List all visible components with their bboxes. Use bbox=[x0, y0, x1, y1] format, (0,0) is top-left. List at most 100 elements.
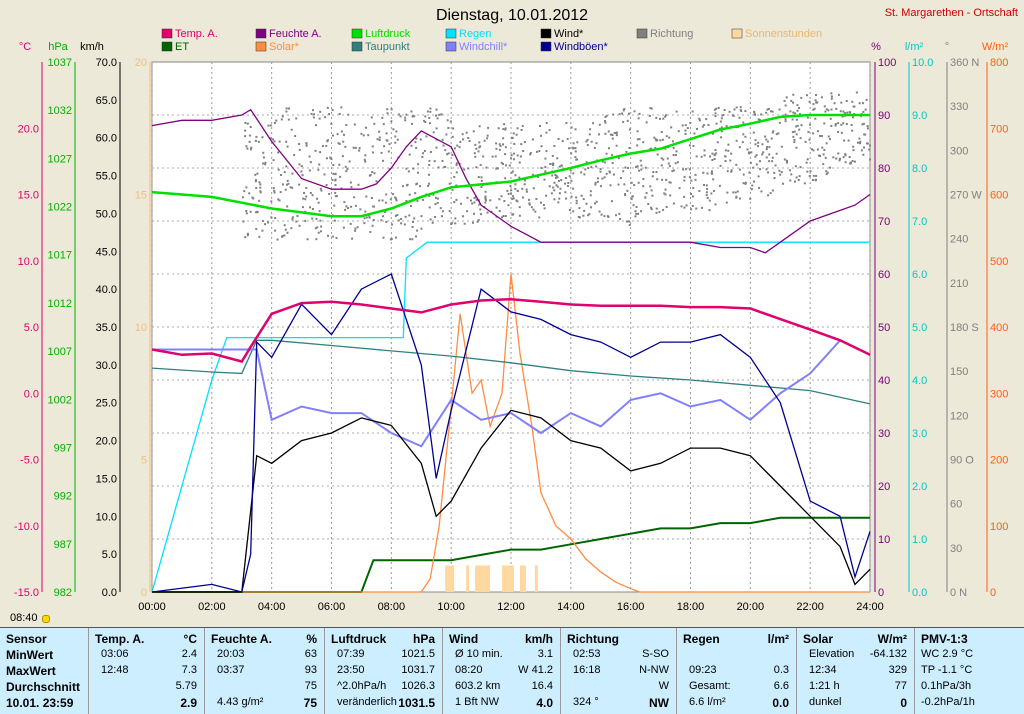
time-tick-label: 16:00 bbox=[617, 601, 645, 613]
wind-direction-point bbox=[259, 191, 262, 194]
right-axis-tick: 70 bbox=[878, 216, 890, 228]
wind-direction-point bbox=[596, 180, 599, 183]
wind-direction-point bbox=[386, 108, 389, 111]
sunshine-bar bbox=[445, 565, 455, 592]
wind-direction-point bbox=[695, 207, 698, 210]
wind-direction-point bbox=[572, 142, 575, 145]
wind-direction-point bbox=[413, 217, 416, 220]
wind-direction-point bbox=[454, 217, 457, 220]
wind-direction-point bbox=[601, 160, 604, 163]
wind-direction-point bbox=[244, 236, 247, 239]
wind-direction-point bbox=[823, 148, 826, 151]
wind-direction-point bbox=[416, 171, 419, 174]
wind-direction-point bbox=[667, 162, 670, 165]
series-luftdruck bbox=[151, 113, 870, 218]
wind-direction-point bbox=[637, 117, 640, 120]
solar-value-0: -64.132 bbox=[869, 648, 907, 660]
wind-direction-point bbox=[625, 150, 628, 153]
wind-direction-point bbox=[758, 160, 761, 163]
wind-direction-point bbox=[623, 107, 626, 110]
legend-label: Wind* bbox=[554, 28, 584, 40]
wind-direction-point bbox=[414, 141, 417, 144]
wind-direction-point bbox=[604, 116, 607, 119]
wind-direction-point bbox=[550, 192, 553, 195]
wind-direction-point bbox=[394, 141, 397, 144]
wind-direction-point bbox=[478, 203, 481, 206]
wind-direction-point bbox=[397, 219, 400, 222]
wind-direction-point bbox=[795, 125, 798, 128]
wind-direction-point bbox=[752, 180, 755, 183]
wind-direction-point bbox=[522, 149, 525, 152]
wind-direction-point bbox=[608, 147, 611, 150]
wind-direction-point bbox=[428, 173, 431, 176]
wind-direction-point bbox=[624, 194, 627, 197]
pressure-value-0: 1021.5 bbox=[401, 648, 435, 660]
wind-direction-point bbox=[516, 200, 519, 203]
wind-direction-point bbox=[758, 186, 761, 189]
wind-direction-point bbox=[742, 173, 745, 176]
wind-direction-point bbox=[635, 165, 638, 168]
wind-direction-point bbox=[762, 151, 765, 154]
wind-direction-point bbox=[420, 227, 423, 230]
axis-units: °C hPa km/h% l/m² ° W/m² bbox=[19, 41, 1009, 53]
wind-direction-point bbox=[335, 195, 338, 198]
wind-direction-point bbox=[401, 185, 404, 188]
legend-swatch bbox=[351, 41, 363, 52]
time-tick-label: 08:00 bbox=[378, 601, 406, 613]
wind-direction-point bbox=[410, 144, 413, 147]
wind-direction-point bbox=[318, 117, 321, 120]
solar-time-3: dunkel bbox=[809, 696, 842, 708]
wind-direction-point bbox=[757, 175, 760, 178]
wind-direction-point bbox=[565, 197, 568, 200]
wind-direction-point bbox=[484, 195, 487, 198]
wind-direction-point bbox=[345, 170, 348, 173]
wind-direction-point bbox=[820, 96, 823, 99]
wind-direction-point bbox=[722, 114, 725, 117]
wind-direction-point bbox=[279, 191, 282, 194]
time-tick-label: 04:00 bbox=[258, 601, 286, 613]
wind-direction-point bbox=[805, 161, 808, 164]
wind-direction-point bbox=[689, 192, 692, 195]
left-axis-tick: 10.0 bbox=[96, 511, 117, 523]
wind-direction-point bbox=[368, 215, 371, 218]
left-axis-tick: 1002 bbox=[48, 394, 72, 406]
chart-title: Dienstag, 10.01.2012 bbox=[436, 7, 588, 24]
wind-direction-point bbox=[247, 232, 250, 235]
wind-direction-point bbox=[757, 141, 760, 144]
wind-direction-point bbox=[636, 165, 639, 168]
wind-direction-point bbox=[278, 199, 281, 202]
wind-direction-point bbox=[690, 179, 693, 182]
wind-direction-point bbox=[691, 195, 694, 198]
wind-direction-point bbox=[435, 146, 438, 149]
wind-direction-point bbox=[510, 192, 513, 195]
wind-direction-point bbox=[356, 226, 359, 229]
direction-value-3: NW bbox=[649, 696, 669, 710]
solar-value-1: 329 bbox=[888, 664, 907, 676]
time-tick-label: 20:00 bbox=[737, 601, 765, 613]
wind-direction-point bbox=[711, 132, 714, 135]
left-axis-tick: 0.0 bbox=[24, 388, 39, 400]
wind-direction-point bbox=[692, 186, 695, 189]
wind-direction-point bbox=[686, 127, 689, 130]
wind-direction-point bbox=[783, 100, 786, 103]
wind-direction-point bbox=[539, 201, 542, 204]
wind-direction-point bbox=[263, 223, 266, 226]
wind-direction-point bbox=[720, 126, 723, 129]
wind-direction-point bbox=[675, 150, 678, 153]
wind-direction-point bbox=[859, 142, 862, 145]
wind-direction-point bbox=[244, 129, 247, 132]
wind-direction-point bbox=[738, 197, 741, 200]
wind-direction-point bbox=[688, 176, 691, 179]
wind-direction-point bbox=[808, 175, 811, 178]
wind-direction-point bbox=[495, 147, 498, 150]
wind-direction-point bbox=[582, 198, 585, 201]
wind-direction-point bbox=[698, 119, 701, 122]
pmv-header: PMV-1:3 bbox=[921, 632, 968, 646]
wind-direction-point bbox=[254, 173, 257, 176]
wind-direction-point bbox=[429, 122, 432, 125]
wind-direction-point bbox=[692, 145, 695, 148]
wind-direction-point bbox=[360, 132, 363, 135]
time-marker-dot[interactable] bbox=[42, 615, 50, 623]
wind-direction-point bbox=[332, 134, 335, 137]
wind-direction-point bbox=[507, 204, 510, 207]
